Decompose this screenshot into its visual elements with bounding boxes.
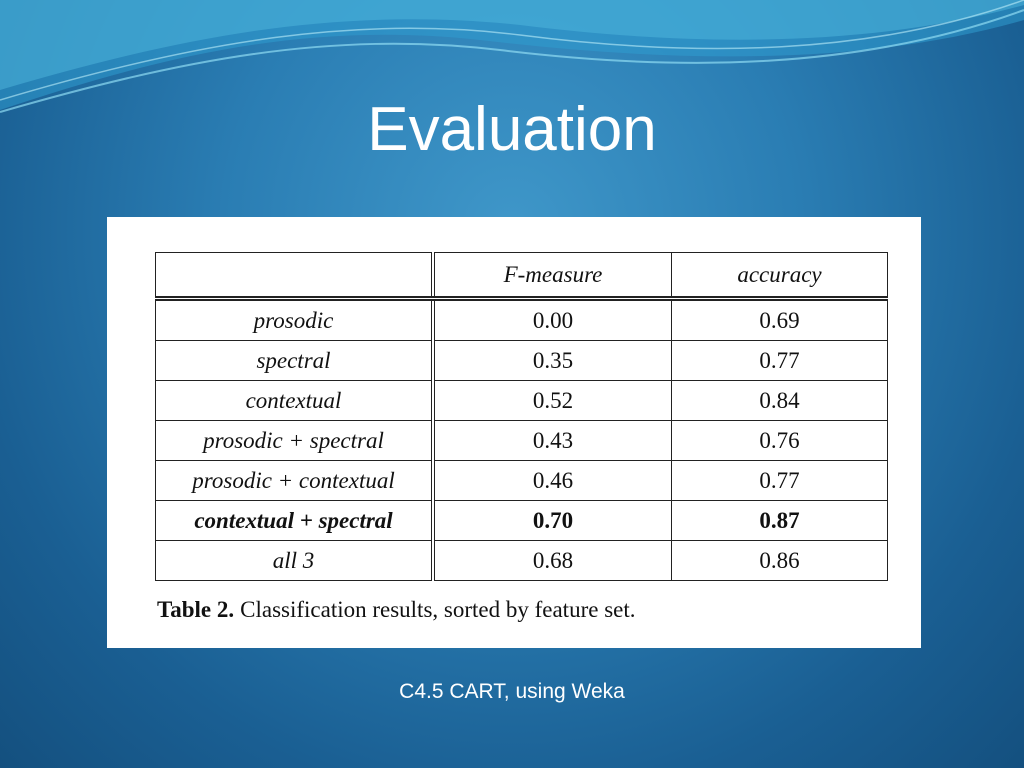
table-cell: accuracy <box>671 252 888 301</box>
table-cell: prosodic + contextual <box>155 460 435 501</box>
table-cell: 0.84 <box>671 380 888 421</box>
table-cell: 0.77 <box>671 340 888 381</box>
table-row: prosodic + contextual 0.46 0.77 <box>155 460 888 501</box>
slide-title: Evaluation <box>367 95 657 164</box>
table-cell: 0.76 <box>671 420 888 461</box>
caption-label: Table 2. <box>157 597 235 622</box>
table-cell: prosodic + spectral <box>155 420 435 461</box>
table-cell: 0.68 <box>432 540 672 581</box>
table-cell: spectral <box>155 340 435 381</box>
table-cell: 0.70 <box>432 500 672 541</box>
table-cell: 0.46 <box>432 460 672 501</box>
table-cell: 0.87 <box>671 500 888 541</box>
table-cell: all 3 <box>155 540 435 581</box>
table-row: prosodic + spectral 0.43 0.76 <box>155 420 888 461</box>
wave-decoration <box>0 0 1024 113</box>
table-cell: prosodic <box>155 298 435 341</box>
table-panel: F-measure accuracy prosodic 0.00 0.69 spectra… <box>107 217 921 648</box>
table-cell <box>155 252 435 301</box>
table-caption: Table 2. Classification results, sorted b… <box>157 597 636 623</box>
table-row: spectral 0.35 0.77 <box>155 340 888 381</box>
caption-text: Classification results, sorted by featur… <box>240 597 636 622</box>
table-cell: contextual + spectral <box>155 500 435 541</box>
table-cell: F-measure <box>432 252 672 301</box>
table-row: all 3 0.68 0.86 <box>155 540 888 581</box>
table-cell: 0.86 <box>671 540 888 581</box>
table-row: prosodic 0.00 0.69 <box>155 298 888 341</box>
table-cell: 0.00 <box>432 298 672 341</box>
table-row: contextual 0.52 0.84 <box>155 380 888 421</box>
table-cell: 0.35 <box>432 340 672 381</box>
table-row: contextual + spectral 0.70 0.87 <box>155 500 888 541</box>
table-cell: 0.43 <box>432 420 672 461</box>
results-table: F-measure accuracy prosodic 0.00 0.69 spectra… <box>155 252 888 581</box>
table-cell: 0.69 <box>671 298 888 341</box>
footnote: C4.5 CART, using Weka <box>399 680 625 703</box>
table-cell: 0.52 <box>432 380 672 421</box>
table-row: F-measure accuracy <box>155 252 888 301</box>
table-cell: contextual <box>155 380 435 421</box>
table-cell: 0.77 <box>671 460 888 501</box>
